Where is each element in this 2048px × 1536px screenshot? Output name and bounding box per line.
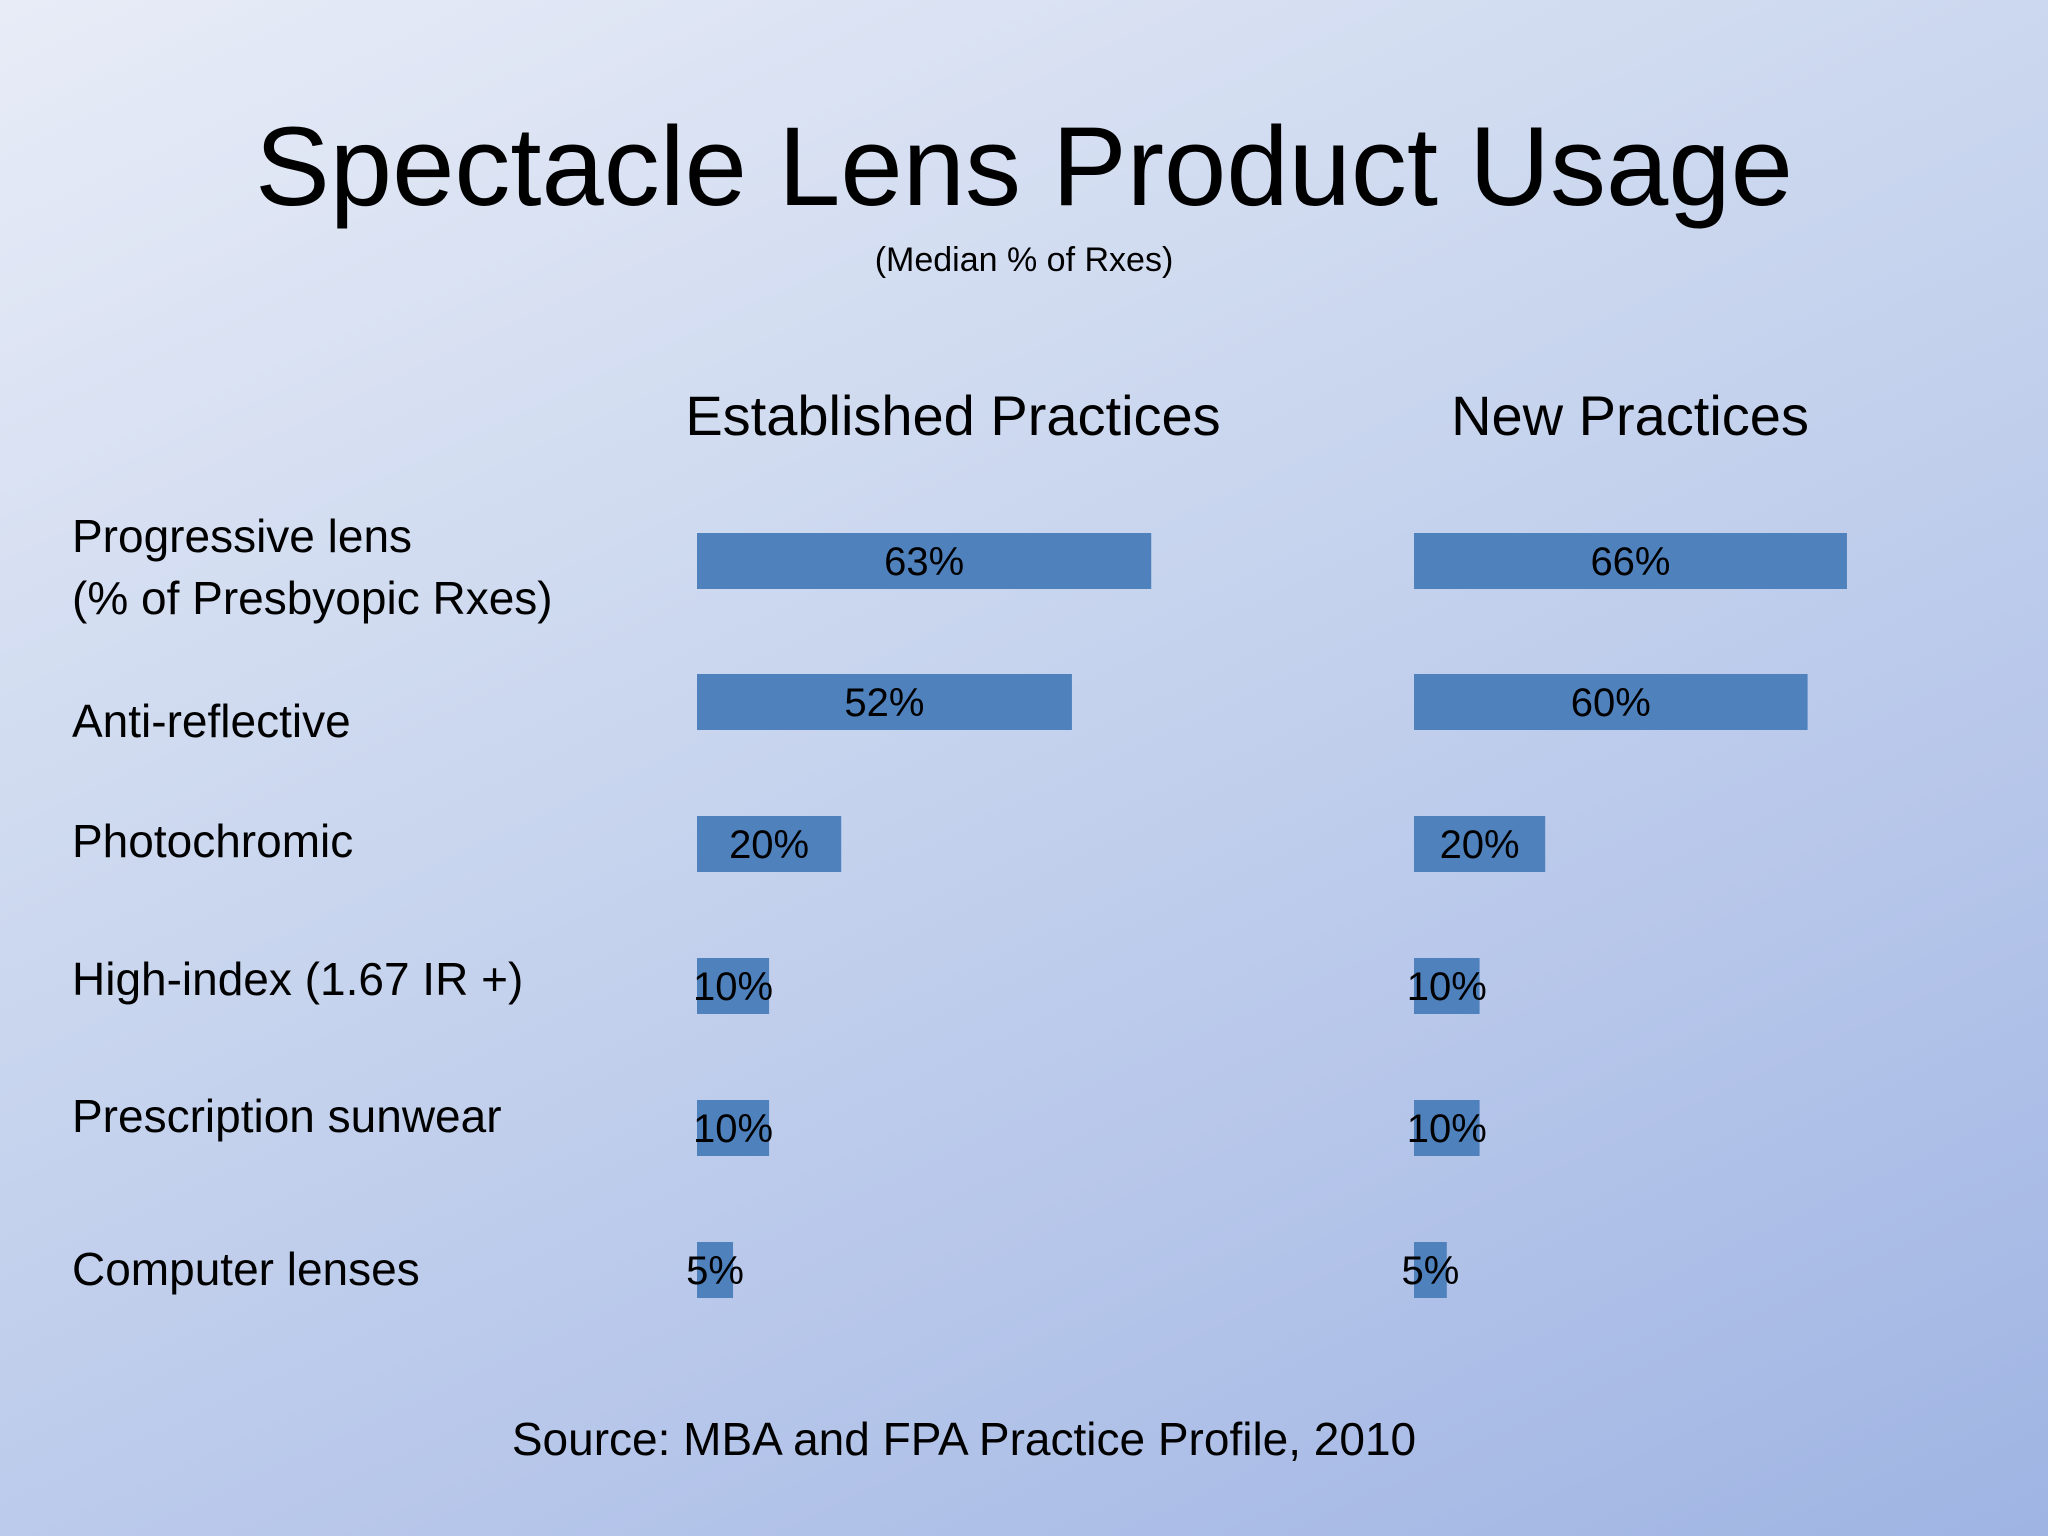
data-label: 10% [693, 965, 773, 1009]
category-label: Prescription sunwear [72, 1085, 502, 1147]
chart-title: Spectacle Lens Product Usage [255, 104, 1793, 229]
bar [1414, 1242, 1447, 1298]
chart-subtitle: (Median % of Rxes) [874, 241, 1174, 279]
data-label: 5% [686, 1249, 744, 1293]
data-label: 60% [1571, 681, 1651, 725]
category-label: Photochromic [72, 810, 353, 872]
column-header-established-practices: Established Practices [685, 384, 1221, 447]
data-label: 66% [1590, 540, 1670, 584]
bar [1414, 533, 1847, 589]
bar [697, 1100, 770, 1156]
data-label: 10% [1407, 1107, 1487, 1151]
bar [1414, 816, 1546, 872]
category-label-line: Progressive lens [72, 510, 413, 562]
category-label: Anti-reflective [72, 690, 351, 752]
data-label: 10% [693, 1107, 773, 1151]
bar [697, 674, 1072, 730]
data-label: 5% [1401, 1249, 1459, 1293]
data-label: 20% [729, 823, 809, 867]
bar [697, 958, 770, 1014]
bar [697, 1242, 734, 1298]
data-label: 52% [844, 681, 924, 725]
bar [697, 533, 1152, 589]
data-label: 20% [1440, 823, 1520, 867]
bar [1414, 958, 1480, 1014]
bar [697, 816, 842, 872]
category-label-line: Computer lenses [72, 1243, 420, 1295]
category-label: Computer lenses [72, 1238, 420, 1300]
category-label-line: Prescription sunwear [72, 1090, 502, 1142]
bar [1414, 674, 1808, 730]
category-label: High-index (1.67 IR +) [72, 948, 523, 1010]
category-label: Progressive lens (% of Presbyopic Rxes) [72, 505, 553, 629]
column-header-new-practices: New Practices [1451, 384, 1809, 447]
data-label: 10% [1407, 965, 1487, 1009]
category-label-line: (% of Presbyopic Rxes) [72, 572, 553, 624]
category-label-line: High-index (1.67 IR +) [72, 953, 524, 1005]
series-group: 63% 52% 20% 10% 10% 5% [686, 533, 1152, 1298]
series-group: 66% 60% 20% 10% 10% 5% [1401, 533, 1847, 1298]
source-note: Source: MBA and FPA Practice Profile, 20… [511, 1413, 1417, 1465]
bar [1414, 1100, 1480, 1156]
category-label-line: Anti-reflective [72, 695, 351, 747]
category-label-line: Photochromic [72, 815, 354, 867]
data-label: 63% [884, 540, 964, 584]
